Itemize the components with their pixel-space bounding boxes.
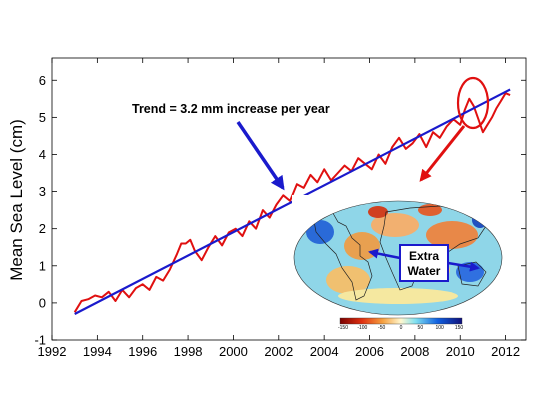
colorbar-tick-label: 100	[435, 325, 444, 331]
plot-frame	[51, 57, 527, 341]
x-tick-label: 2000	[219, 344, 248, 359]
world-map-inset: Extra Water -150 -100 -50 0 50 100 150	[292, 195, 503, 331]
y-tick-label: -1	[34, 333, 46, 348]
y-tick-label: 3	[39, 184, 46, 199]
inset-colorbar-ticks: -150 -100 -50 0 50 100 150	[338, 325, 463, 331]
inset-colorbar	[339, 317, 463, 325]
y-tick-label: 2	[39, 221, 46, 236]
x-tick-label: 1996	[128, 344, 157, 359]
inset-label-line2: Water	[408, 264, 441, 278]
x-tick-label: 1998	[174, 344, 203, 359]
trend-arrow	[236, 121, 285, 191]
x-tick-label: 1992	[38, 344, 67, 359]
colorbar-tick-label: -50	[378, 325, 385, 331]
x-tick-label: 2010	[446, 344, 475, 359]
x-tick-label: 2006	[355, 344, 384, 359]
colorbar-tick-label: 0	[400, 325, 403, 331]
x-tick-label: 2004	[310, 344, 339, 359]
y-tick-label: 4	[39, 147, 46, 162]
y-axis-label: Mean Sea Level (cm)	[7, 119, 26, 281]
y-tick-label: 0	[39, 295, 46, 310]
sea-level-series-line	[73, 92, 511, 313]
x-tick-label: 2012	[491, 344, 520, 359]
y-tick-label: 1	[39, 258, 46, 273]
trend-annotation: Trend = 3.2 mm increase per year	[132, 102, 330, 116]
x-tick-label: 1994	[83, 344, 112, 359]
colorbar-tick-label: 50	[418, 325, 424, 331]
y-tick-label: 5	[39, 110, 46, 125]
x-ticks: 1992 1994 1996 1998 2000 2002 2004 2006 2008 2010…	[38, 58, 520, 359]
colorbar-tick-label: -100	[357, 325, 367, 331]
dip-arrow	[419, 125, 466, 182]
dip-highlight-circle	[456, 76, 490, 130]
y-ticks: -1 0 1 2 3 4 5 6	[34, 73, 526, 348]
x-tick-label: 2002	[264, 344, 293, 359]
colorbar-tick-label: -150	[338, 325, 348, 331]
y-tick-label: 6	[39, 73, 46, 88]
inset-label-line1: Extra	[409, 249, 439, 263]
x-tick-label: 2008	[400, 344, 429, 359]
colorbar-tick-label: 150	[455, 325, 464, 331]
